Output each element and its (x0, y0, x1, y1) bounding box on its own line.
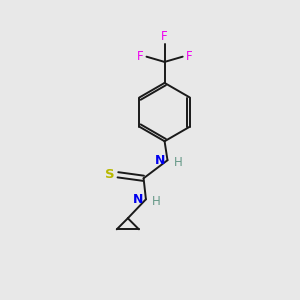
Text: F: F (161, 30, 168, 43)
Text: H: H (174, 156, 183, 169)
Text: N: N (133, 193, 144, 206)
Text: F: F (186, 50, 192, 63)
Text: F: F (137, 50, 144, 63)
Text: N: N (155, 154, 165, 167)
Text: H: H (152, 195, 161, 208)
Text: S: S (105, 168, 114, 181)
